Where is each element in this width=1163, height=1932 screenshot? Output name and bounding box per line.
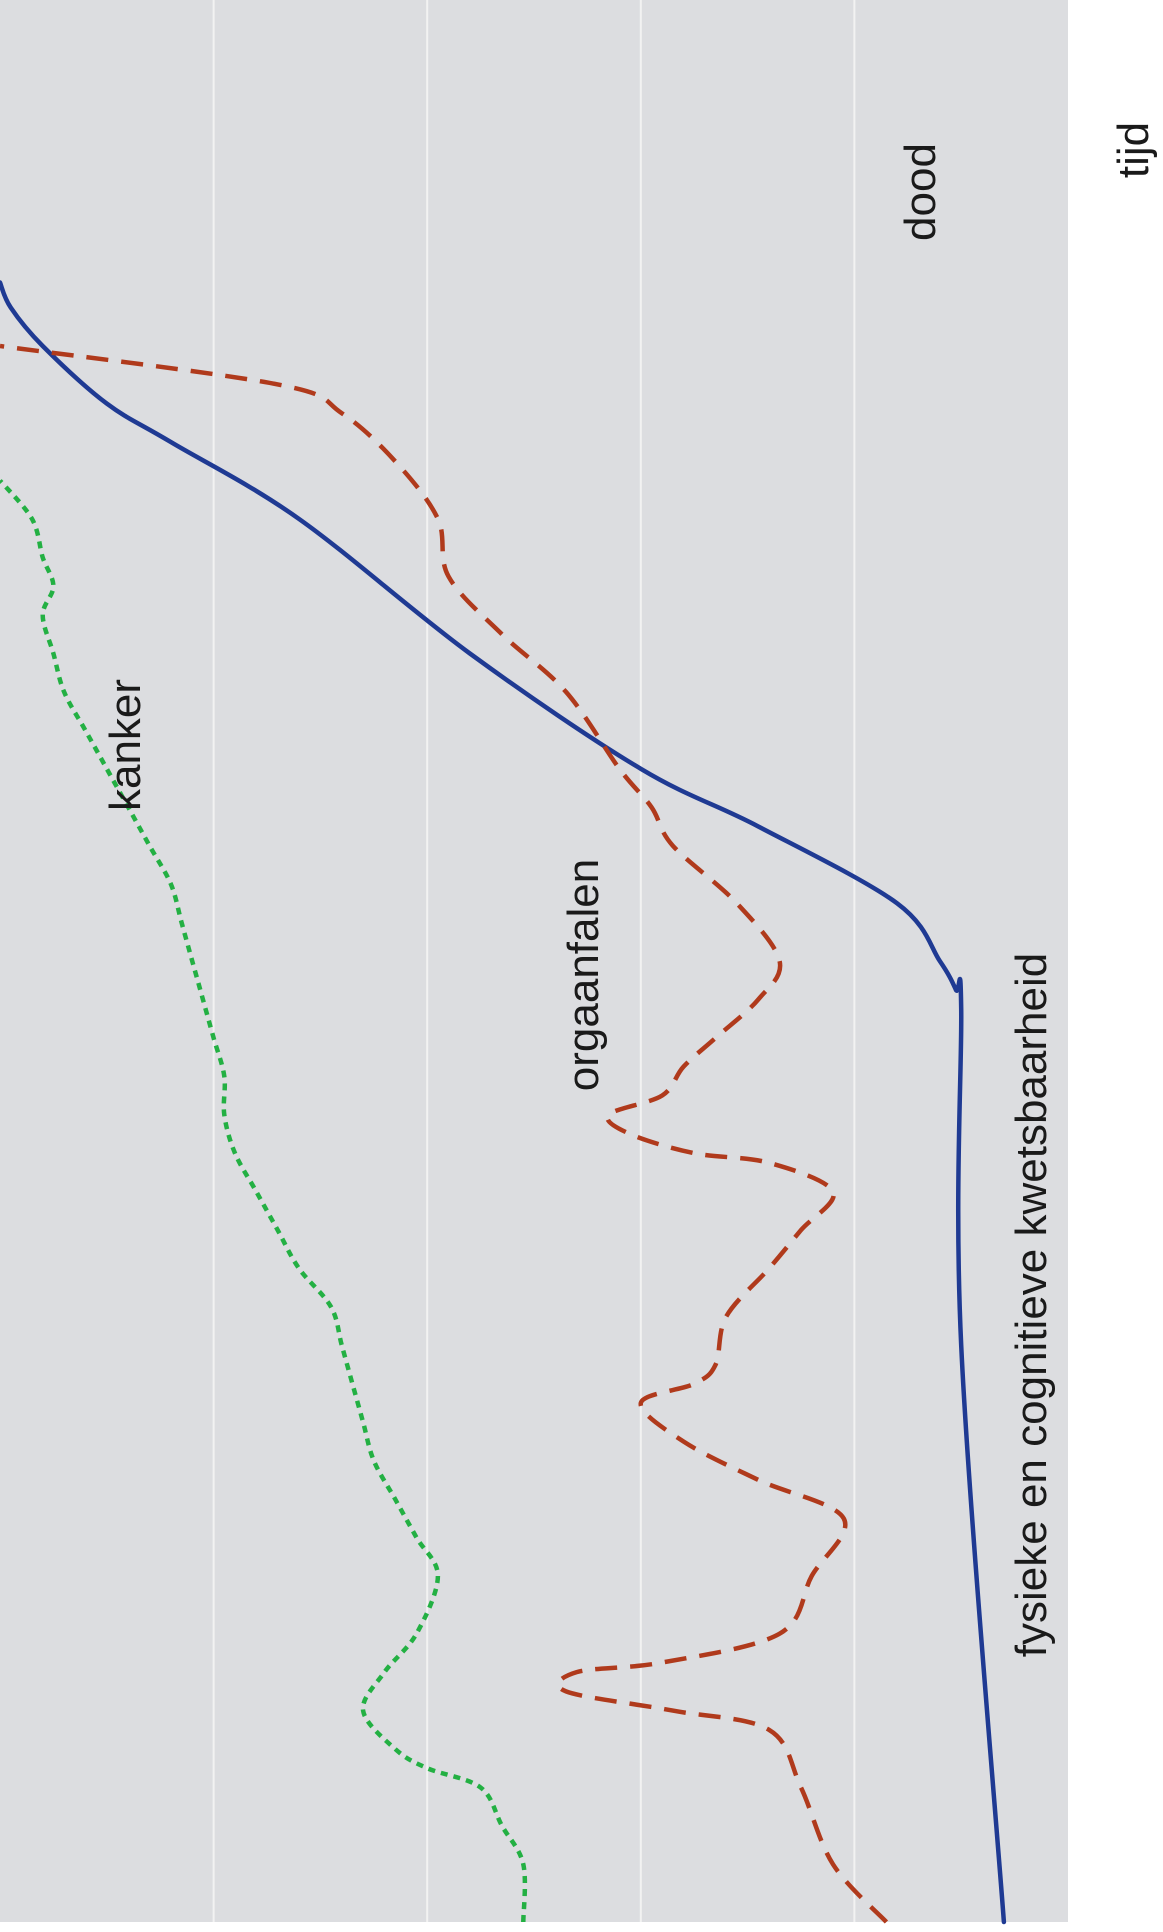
series-label-kanker: kanker bbox=[101, 679, 150, 811]
plot-area bbox=[0, 0, 1068, 1922]
series-label-orgaanfalen: orgaanfalen bbox=[559, 859, 608, 1091]
series-line-orgaanfalen bbox=[0, 343, 889, 1924]
series-label-fysieke: fysieke en cognitieve kwetsbaarheid bbox=[1007, 953, 1056, 1657]
x-axis-label: tijd bbox=[1109, 122, 1158, 178]
series-group bbox=[0, 280, 1007, 1925]
grid bbox=[212, 0, 856, 1922]
series-line-kanker bbox=[0, 280, 1007, 1925]
annotation-dood: dood bbox=[896, 143, 945, 241]
series-line-fysieke bbox=[0, 479, 528, 1923]
